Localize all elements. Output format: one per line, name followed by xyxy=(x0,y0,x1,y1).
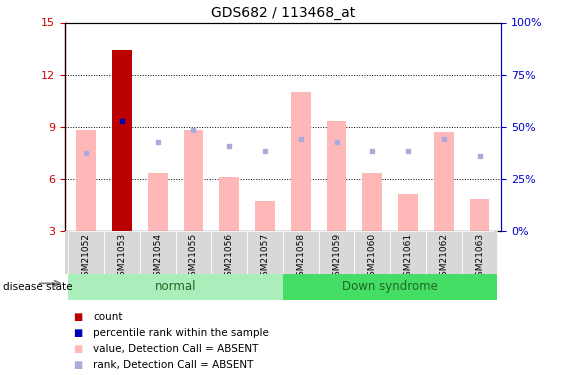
Text: count: count xyxy=(93,312,122,322)
Text: percentile rank within the sample: percentile rank within the sample xyxy=(93,328,269,338)
Text: GSM21052: GSM21052 xyxy=(82,233,91,282)
Bar xyxy=(319,231,355,274)
Bar xyxy=(283,231,319,274)
Bar xyxy=(68,231,104,274)
Bar xyxy=(255,201,275,231)
Bar xyxy=(470,200,489,231)
Text: ■: ■ xyxy=(73,344,82,354)
Bar xyxy=(148,173,168,231)
Bar xyxy=(211,231,247,274)
Bar xyxy=(77,130,96,231)
Text: disease state: disease state xyxy=(3,282,72,292)
Text: ■: ■ xyxy=(73,312,82,322)
Bar xyxy=(355,231,390,274)
Bar xyxy=(112,50,132,231)
Bar xyxy=(68,274,283,300)
Bar xyxy=(176,231,211,274)
Bar xyxy=(327,122,346,231)
Text: GSM21059: GSM21059 xyxy=(332,233,341,282)
Text: GSM21063: GSM21063 xyxy=(475,233,484,282)
Bar xyxy=(283,274,498,300)
Bar xyxy=(220,177,239,231)
Bar xyxy=(184,130,203,231)
Bar xyxy=(462,231,498,274)
Text: value, Detection Call = ABSENT: value, Detection Call = ABSENT xyxy=(93,344,258,354)
Bar xyxy=(434,132,454,231)
Text: GSM21058: GSM21058 xyxy=(296,233,305,282)
Bar xyxy=(426,231,462,274)
Bar xyxy=(291,92,311,231)
Bar xyxy=(140,231,176,274)
Bar xyxy=(104,231,140,274)
Text: rank, Detection Call = ABSENT: rank, Detection Call = ABSENT xyxy=(93,360,253,370)
Text: Down syndrome: Down syndrome xyxy=(342,280,438,293)
Text: ■: ■ xyxy=(73,360,82,370)
Title: GDS682 / 113468_at: GDS682 / 113468_at xyxy=(211,6,355,20)
Text: ■: ■ xyxy=(73,328,82,338)
Text: GSM21060: GSM21060 xyxy=(368,233,377,282)
Text: GSM21054: GSM21054 xyxy=(153,233,162,282)
Bar xyxy=(398,194,418,231)
Bar xyxy=(390,231,426,274)
Text: GSM21056: GSM21056 xyxy=(225,233,234,282)
Text: GSM21053: GSM21053 xyxy=(118,233,127,282)
Text: GSM21057: GSM21057 xyxy=(261,233,270,282)
Text: GSM21061: GSM21061 xyxy=(404,233,413,282)
Text: GSM21062: GSM21062 xyxy=(439,233,448,282)
Bar xyxy=(363,173,382,231)
Text: normal: normal xyxy=(155,280,196,293)
Bar xyxy=(247,231,283,274)
Text: GSM21055: GSM21055 xyxy=(189,233,198,282)
